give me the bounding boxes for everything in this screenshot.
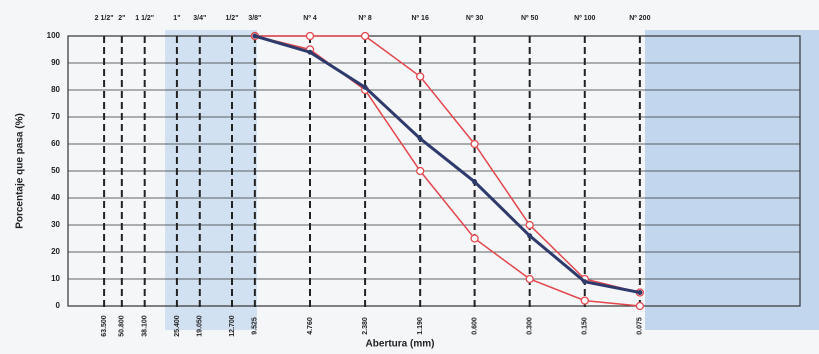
data-point bbox=[526, 276, 533, 283]
y-tick-label: 40 bbox=[51, 193, 60, 202]
sieve-name: Nº 4 bbox=[303, 15, 317, 22]
photo-panel bbox=[165, 30, 257, 330]
y-tick-label: 0 bbox=[56, 301, 61, 310]
sieve-name: 1" bbox=[173, 15, 180, 22]
data-point bbox=[471, 141, 478, 148]
y-tick-label: 70 bbox=[51, 112, 60, 121]
y-tick-label: 10 bbox=[51, 274, 60, 283]
x-tick-label: 12.700 bbox=[229, 315, 236, 337]
x-tick-label: 50.800 bbox=[119, 315, 126, 337]
sieve-name: Nº 100 bbox=[574, 15, 595, 22]
y-tick-label: 60 bbox=[51, 139, 60, 148]
sieve-name: Nº 30 bbox=[466, 15, 483, 22]
data-point bbox=[417, 168, 424, 175]
y-tick-label: 50 bbox=[51, 166, 60, 175]
sieve-name: 3/8" bbox=[248, 15, 261, 22]
x-tick-label: 9.525 bbox=[252, 317, 259, 335]
y-tick-label: 20 bbox=[51, 247, 60, 256]
data-point bbox=[637, 290, 642, 295]
y-axis-title: Porcentaje que pasa (%) bbox=[15, 113, 26, 229]
data-point bbox=[636, 303, 643, 310]
x-tick-label: 38.100 bbox=[142, 315, 149, 337]
sieve-name: Nº 200 bbox=[629, 15, 650, 22]
data-point bbox=[306, 33, 313, 40]
data-point bbox=[526, 222, 533, 229]
chart: Porcentaje que pasa (%) Abertura (mm) 0 1… bbox=[0, 0, 819, 354]
x-tick-label: 1.190 bbox=[417, 317, 424, 335]
sieve-name: Nº 50 bbox=[521, 15, 538, 22]
x-tick-label: 0.600 bbox=[471, 317, 478, 335]
data-point bbox=[582, 279, 587, 284]
photo-panel bbox=[645, 30, 819, 330]
x-tick-label: 19.050 bbox=[197, 315, 204, 337]
x-tick-label: 4.760 bbox=[307, 317, 314, 335]
x-tick-label: 63.500 bbox=[101, 315, 108, 337]
y-tick-label: 80 bbox=[51, 85, 60, 94]
x-tick-label: 2.380 bbox=[362, 317, 369, 335]
sieve-name: 1/2" bbox=[225, 15, 238, 22]
x-axis-title: Abertura (mm) bbox=[366, 339, 435, 350]
y-tick-label: 90 bbox=[51, 58, 60, 67]
sieve-name: 3/4" bbox=[193, 15, 206, 22]
sieve-name: 2 1/2" bbox=[95, 15, 114, 22]
x-tick-label: 0.075 bbox=[637, 317, 644, 335]
sieve-name: 1 1/2" bbox=[135, 15, 154, 22]
sieve-name: Nº 16 bbox=[412, 15, 429, 22]
sieve-name: 2" bbox=[118, 15, 125, 22]
sieve-name: Nº 8 bbox=[358, 15, 372, 22]
data-point bbox=[363, 85, 368, 90]
y-tick-label: 100 bbox=[47, 31, 61, 40]
y-tick-label: 30 bbox=[51, 220, 60, 229]
data-point bbox=[417, 73, 424, 80]
data-point bbox=[252, 34, 257, 39]
x-tick-label: 0.150 bbox=[582, 317, 589, 335]
data-point bbox=[472, 179, 477, 184]
x-tick-label: 0.300 bbox=[527, 317, 534, 335]
data-point bbox=[527, 233, 532, 238]
data-point bbox=[471, 235, 478, 242]
x-tick-label: 25.400 bbox=[174, 315, 181, 337]
data-point bbox=[418, 136, 423, 141]
data-point bbox=[581, 297, 588, 304]
data-point bbox=[307, 50, 312, 55]
data-point bbox=[362, 33, 369, 40]
